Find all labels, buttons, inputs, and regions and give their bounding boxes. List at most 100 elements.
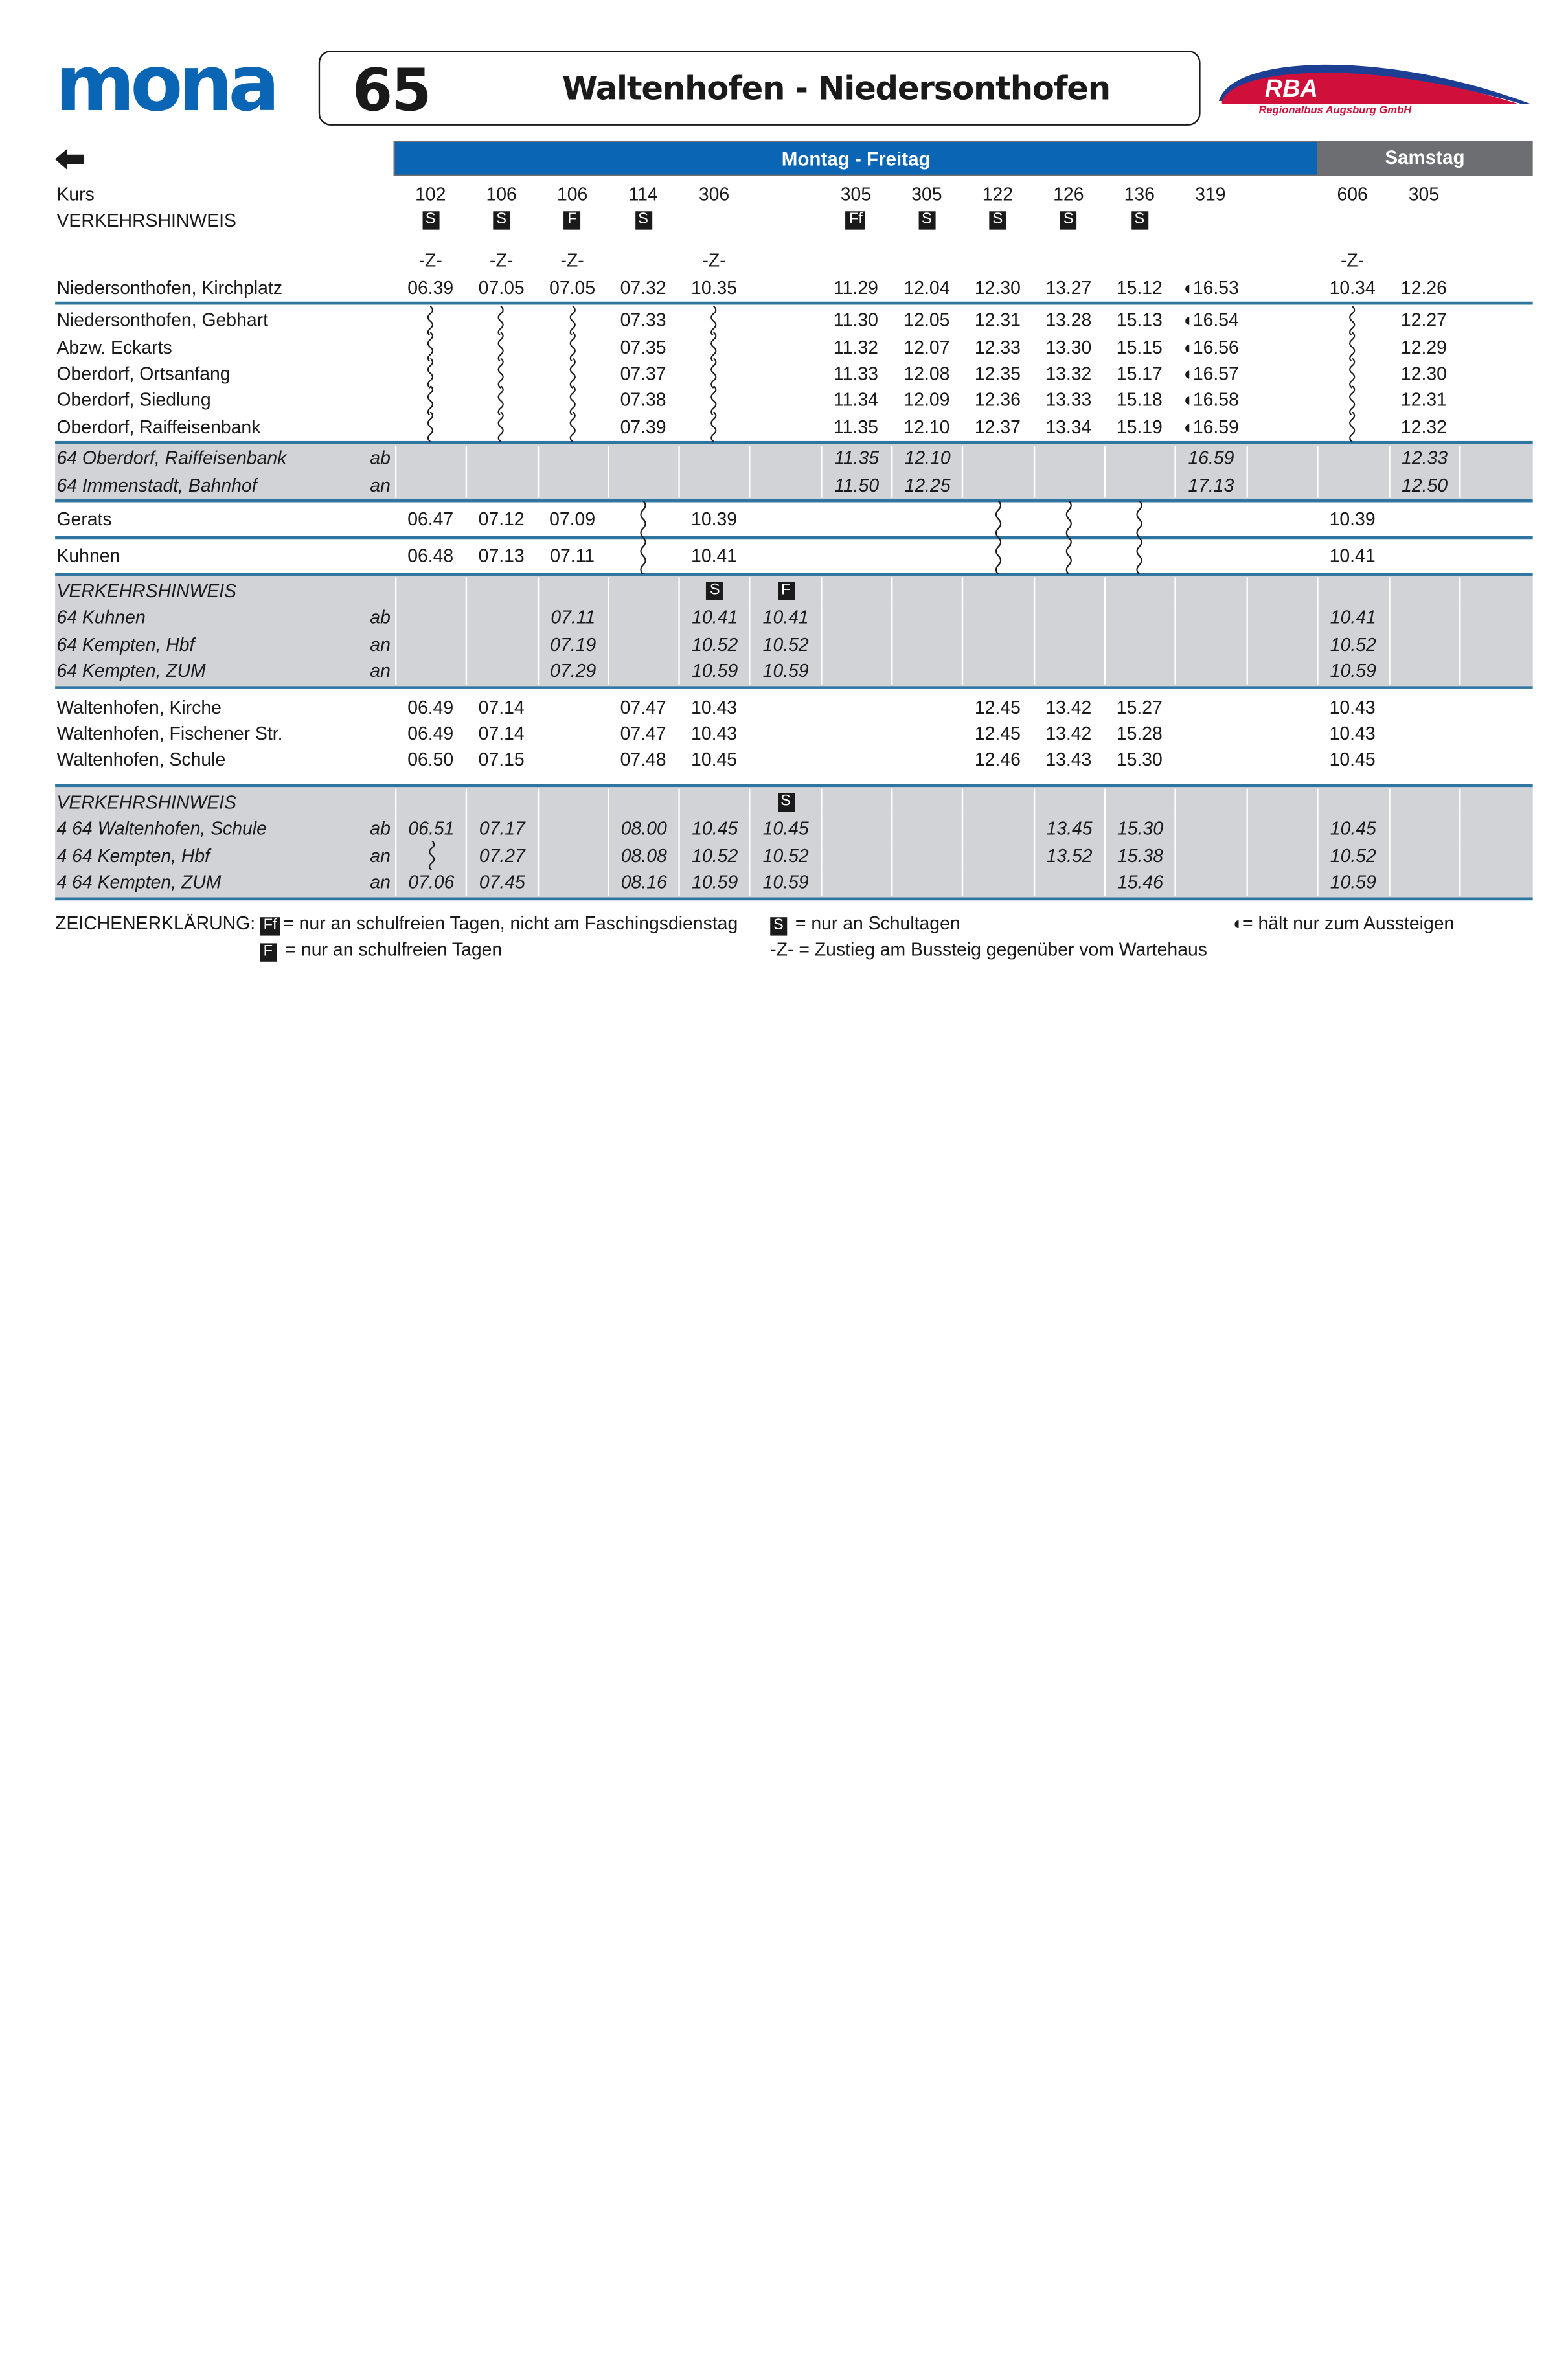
pass-through-icon bbox=[427, 385, 434, 416]
time-cell bbox=[1460, 540, 1531, 573]
time-cell bbox=[536, 578, 608, 605]
time-cell bbox=[749, 540, 820, 573]
time-cell bbox=[820, 815, 891, 842]
time-cell bbox=[1033, 247, 1104, 274]
time-cell bbox=[749, 747, 820, 773]
time-cell: 13.28 bbox=[1045, 310, 1092, 332]
time-cell: -Z- bbox=[1340, 250, 1365, 272]
time-cell bbox=[749, 387, 820, 414]
table-row: 64 Immenstadt, Bahnhof an 11.50 12.25 17.13 1… bbox=[55, 471, 1533, 499]
stop-label: Niedersonthofen, Kirchplatz bbox=[56, 277, 283, 299]
legend-item-f: F = nur an schulfreien Tagen bbox=[260, 938, 502, 962]
timetable: Kurs 102 106 106 114 306 305 305 122 126 136 319 606… bbox=[55, 181, 1533, 900]
time-cell bbox=[749, 360, 820, 387]
pass-through-icon bbox=[1065, 538, 1072, 575]
time-cell: 106 bbox=[556, 183, 588, 205]
time-cell bbox=[394, 840, 466, 870]
time-cell: 305 bbox=[840, 183, 872, 205]
stop-section: Kuhnen 06.48 07.13 07.11 10.41 10.41 bbox=[55, 538, 1533, 575]
time-cell bbox=[820, 578, 891, 605]
table-row: 4 64 Kempten, Hbf an 07.27 08.08 10.52 10.52 1… bbox=[55, 840, 1533, 870]
time-cell bbox=[1246, 540, 1317, 573]
pass-through-icon bbox=[498, 305, 505, 335]
time-cell bbox=[1175, 841, 1245, 869]
time-cell: 106 bbox=[486, 183, 517, 205]
time-cell bbox=[608, 604, 678, 631]
legend-item-exit-only: ◖= hält nur zum Aussteigen bbox=[1231, 913, 1455, 935]
stop-name: 64 Immenstadt, Bahnhof an bbox=[55, 474, 395, 495]
time-cell: 10.41 bbox=[1316, 604, 1388, 631]
time-cell: -Z- bbox=[560, 250, 584, 272]
legend-item-s: S = nur an Schultagen bbox=[770, 913, 960, 936]
time-cell bbox=[1245, 604, 1317, 631]
service-badge: S bbox=[918, 211, 935, 230]
pass-through-icon bbox=[1349, 305, 1356, 335]
stop-name: VERKEHRSHINWEIS bbox=[55, 791, 395, 813]
time-cell: 11.30 bbox=[834, 310, 878, 332]
time-cell: 12.26 bbox=[1400, 277, 1447, 299]
section-divider bbox=[55, 685, 1533, 689]
time-cell bbox=[1459, 631, 1531, 658]
time-cell bbox=[1245, 657, 1317, 685]
time-cell: 08.08 bbox=[608, 841, 678, 869]
time-cell bbox=[1175, 815, 1245, 842]
time-cell: 114 bbox=[628, 183, 658, 205]
section-divider bbox=[55, 573, 1533, 576]
time-cell: 08.00 bbox=[608, 815, 678, 842]
time-cell bbox=[749, 414, 820, 440]
time-cell bbox=[537, 694, 608, 720]
time-cell: 07.06 bbox=[394, 869, 466, 896]
time-cell bbox=[821, 747, 891, 773]
time-cell bbox=[1246, 747, 1317, 773]
arrival-departure: an bbox=[370, 844, 391, 867]
time-cell: 13.34 bbox=[1045, 416, 1092, 438]
time-cell: F bbox=[537, 207, 608, 234]
time-cell: 12.29 bbox=[1400, 336, 1447, 358]
stop-label: Waltenhofen, Kirche bbox=[56, 696, 222, 718]
time-cell: 10.45 bbox=[678, 815, 749, 842]
time-cell bbox=[1175, 694, 1245, 720]
time-cell bbox=[1459, 444, 1531, 472]
time-cell bbox=[1033, 604, 1104, 631]
time-cell bbox=[962, 538, 1033, 575]
pass-through-icon bbox=[427, 305, 434, 335]
time-cell bbox=[608, 657, 678, 685]
time-cell bbox=[679, 332, 749, 362]
route-title: Waltenhofen - Niedersonthofen bbox=[562, 70, 1111, 108]
time-cell bbox=[1388, 841, 1459, 869]
time-cell bbox=[536, 444, 608, 472]
time-cell: 12.05 bbox=[903, 310, 950, 332]
time-cell bbox=[466, 657, 536, 685]
pass-through-icon bbox=[498, 412, 505, 442]
time-cell: 12.30 bbox=[974, 277, 1021, 299]
time-cell: 15.12 bbox=[1116, 277, 1163, 299]
time-cell bbox=[891, 720, 962, 747]
time-cell bbox=[394, 657, 466, 685]
arrival-departure: an bbox=[370, 871, 391, 893]
time-cell bbox=[1460, 694, 1531, 720]
time-cell bbox=[1460, 181, 1531, 207]
stop-name: 64 Oberdorf, Raiffeisenbank ab bbox=[55, 448, 395, 469]
time-cell bbox=[395, 305, 466, 335]
arrow-left-icon[interactable] bbox=[55, 148, 85, 170]
time-cell bbox=[1246, 720, 1317, 747]
time-cell bbox=[536, 841, 608, 869]
saturday-header: Samstag bbox=[1317, 141, 1533, 176]
time-cell: 10.52 bbox=[1316, 631, 1388, 658]
time-cell: 122 bbox=[982, 183, 1014, 205]
stop-section: Niedersonthofen, Gebhart 07.33 11.30 12.05 1… bbox=[55, 304, 1533, 442]
time-cell: 06.39 bbox=[407, 277, 454, 299]
time-cell bbox=[891, 540, 962, 573]
stop-label: Oberdorf, Siedlung bbox=[56, 389, 211, 411]
time-cell: 12.08 bbox=[903, 363, 950, 385]
time-cell bbox=[749, 334, 820, 360]
time-cell bbox=[821, 720, 891, 747]
table-row: 64 Kuhnen ab 07.11 10.41 10.41 10.41 bbox=[55, 604, 1533, 631]
time-cell bbox=[608, 471, 678, 499]
connection-section: VERKEHRSHINWEIS S 4 64 Waltenhofen, Schule… bbox=[55, 787, 1533, 897]
service-badge: F bbox=[777, 582, 795, 600]
time-cell bbox=[749, 275, 820, 301]
time-cell bbox=[1388, 247, 1459, 274]
time-cell: 07.32 bbox=[620, 277, 666, 299]
time-cell: 13.30 bbox=[1045, 336, 1092, 358]
